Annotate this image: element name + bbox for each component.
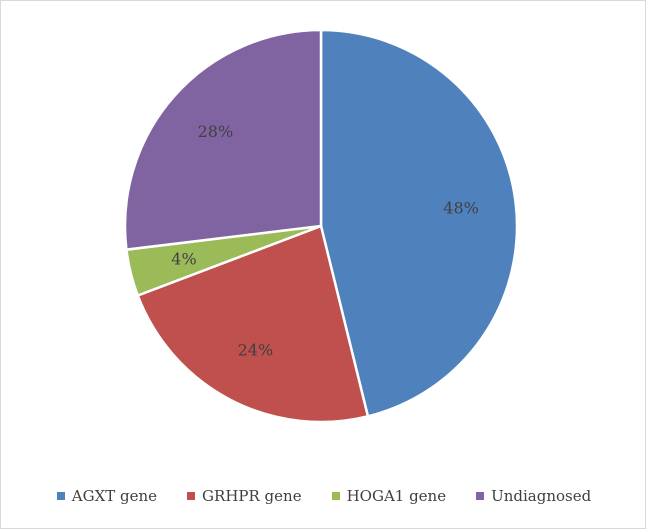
legend-swatch-agxt (56, 492, 65, 500)
pie-chart: 48% 24% 4% 28% (123, 28, 519, 424)
legend-swatch-hoga1 (331, 492, 340, 500)
legend-swatch-grhpr (187, 492, 196, 500)
data-label-undiagnosed: 28% (198, 122, 234, 141)
legend-item-grhpr[interactable]: GRHPR gene (187, 487, 302, 505)
pie-slice-undiagnosed[interactable] (123, 28, 323, 252)
legend-label-hoga1: HOGA1 gene (346, 487, 447, 505)
legend-label-agxt: AGXT gene (71, 487, 158, 505)
legend: AGXT gene GRHPR gene HOGA1 gene Undiagno… (1, 487, 646, 505)
legend-label-undiagnosed: Undiagnosed (491, 487, 592, 505)
legend-item-agxt[interactable]: AGXT gene (56, 487, 158, 505)
data-label-agxt: 48% (443, 198, 479, 217)
pie-slice-agxt[interactable] (319, 28, 519, 418)
data-label-grhpr: 24% (238, 340, 274, 359)
legend-item-hoga1[interactable]: HOGA1 gene (331, 487, 447, 505)
legend-label-grhpr: GRHPR gene (202, 487, 302, 505)
data-label-hoga1: 4% (171, 249, 196, 268)
legend-item-undiagnosed[interactable]: Undiagnosed (476, 487, 591, 505)
legend-swatch-undiagnosed (476, 492, 485, 500)
